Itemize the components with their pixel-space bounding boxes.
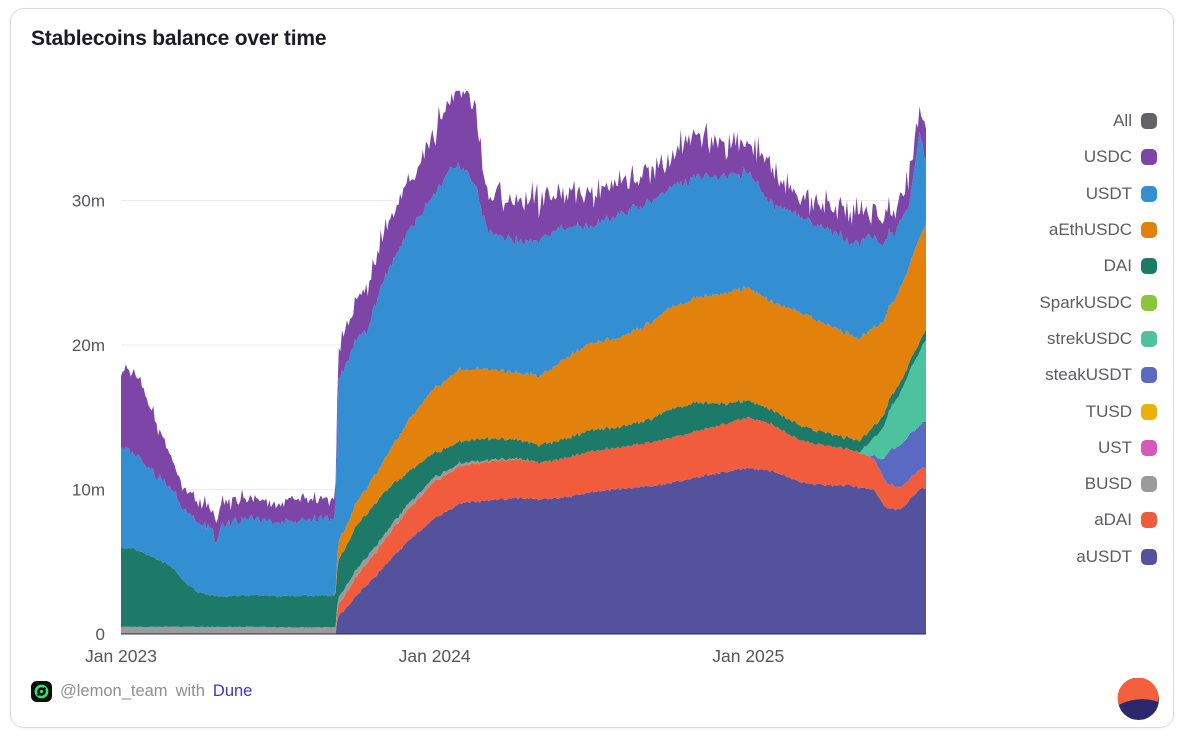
author-handle: @lemon_team — [60, 681, 168, 700]
legend-swatch — [1141, 222, 1157, 239]
area-series-aDAI — [121, 416, 926, 634]
legend-item-All[interactable]: All — [1039, 103, 1157, 139]
area-series-aUSDT — [121, 467, 926, 634]
legend-item-steakUSDT[interactable]: steakUSDT — [1039, 357, 1157, 393]
legend-label: All — [1113, 111, 1132, 131]
x-tick-label: Jan 2023 — [85, 646, 157, 666]
legend-swatch — [1141, 476, 1157, 493]
legend-label: USDT — [1085, 183, 1132, 203]
area-series-aEthUSDC — [121, 222, 926, 598]
legend-item-SparkUSDC[interactable]: SparkUSDC — [1039, 284, 1157, 320]
y-tick-label: 0 — [96, 625, 105, 644]
y-tick-label: 20m — [72, 336, 105, 355]
legend-swatch — [1141, 113, 1157, 130]
dune-link[interactable]: Dune — [212, 681, 253, 700]
stacked-area-chart: 0 10m 20m 30m Jan 2023 Jan 2024 Jan 2025 — [72, 90, 926, 666]
legend-label: steakUSDT — [1045, 365, 1132, 385]
legend-label: aUSDT — [1076, 546, 1132, 566]
legend-item-aEthUSDC[interactable]: aEthUSDC — [1039, 212, 1157, 248]
dune-logo[interactable] — [1117, 678, 1160, 721]
legend-item-aUSDT[interactable]: aUSDT — [1039, 539, 1157, 575]
legend-label: BUSD — [1084, 474, 1132, 494]
legend-swatch — [1141, 258, 1157, 275]
legend-label: SparkUSDC — [1039, 292, 1132, 312]
area-series-USDT — [121, 131, 926, 598]
legend-swatch — [1141, 330, 1157, 347]
legend-item-DAI[interactable]: DAI — [1039, 248, 1157, 284]
legend-swatch — [1141, 512, 1157, 529]
legend-label: USDC — [1083, 147, 1132, 167]
legend-item-strekUSDC[interactable]: strekUSDC — [1039, 321, 1157, 357]
with-text: with — [175, 681, 205, 700]
legend-swatch — [1141, 367, 1157, 384]
legend-swatch — [1141, 294, 1157, 311]
legend-item-USDC[interactable]: USDC — [1039, 139, 1157, 175]
legend-label: aEthUSDC — [1048, 220, 1132, 240]
legend-item-USDT[interactable]: USDT — [1039, 176, 1157, 212]
legend-swatch — [1141, 548, 1157, 565]
legend-swatch — [1141, 439, 1157, 456]
legend-item-UST[interactable]: UST — [1039, 430, 1157, 466]
legend-label: UST — [1098, 437, 1132, 457]
legend-label: aDAI — [1094, 510, 1132, 530]
attribution-footer: @lemon_team with Dune — [31, 679, 252, 703]
lemon-team-icon — [31, 680, 52, 702]
chart-legend: All USDC USDT aEthUSDC DAI SparkUSDC strekUSDC… — [1039, 103, 1157, 575]
chart-card: Stablecoins balance over time 0 10m 20m 30m… — [10, 8, 1174, 728]
legend-item-TUSD[interactable]: TUSD — [1039, 393, 1157, 429]
legend-item-aDAI[interactable]: aDAI — [1039, 502, 1157, 538]
legend-item-BUSD[interactable]: BUSD — [1039, 466, 1157, 502]
legend-swatch — [1141, 185, 1157, 202]
y-tick-label: 10m — [72, 481, 105, 500]
legend-swatch — [1141, 403, 1157, 420]
legend-label: strekUSDC — [1046, 328, 1132, 348]
x-tick-label: Jan 2025 — [712, 646, 784, 666]
legend-swatch — [1141, 149, 1157, 166]
legend-label: DAI — [1103, 256, 1132, 276]
y-tick-label: 30m — [72, 192, 105, 211]
area-series-DAI — [121, 329, 926, 628]
chart-title: Stablecoins balance over time — [31, 27, 327, 50]
x-tick-label: Jan 2024 — [399, 646, 471, 666]
area-series-BUSD — [121, 416, 926, 634]
legend-label: TUSD — [1085, 401, 1132, 421]
